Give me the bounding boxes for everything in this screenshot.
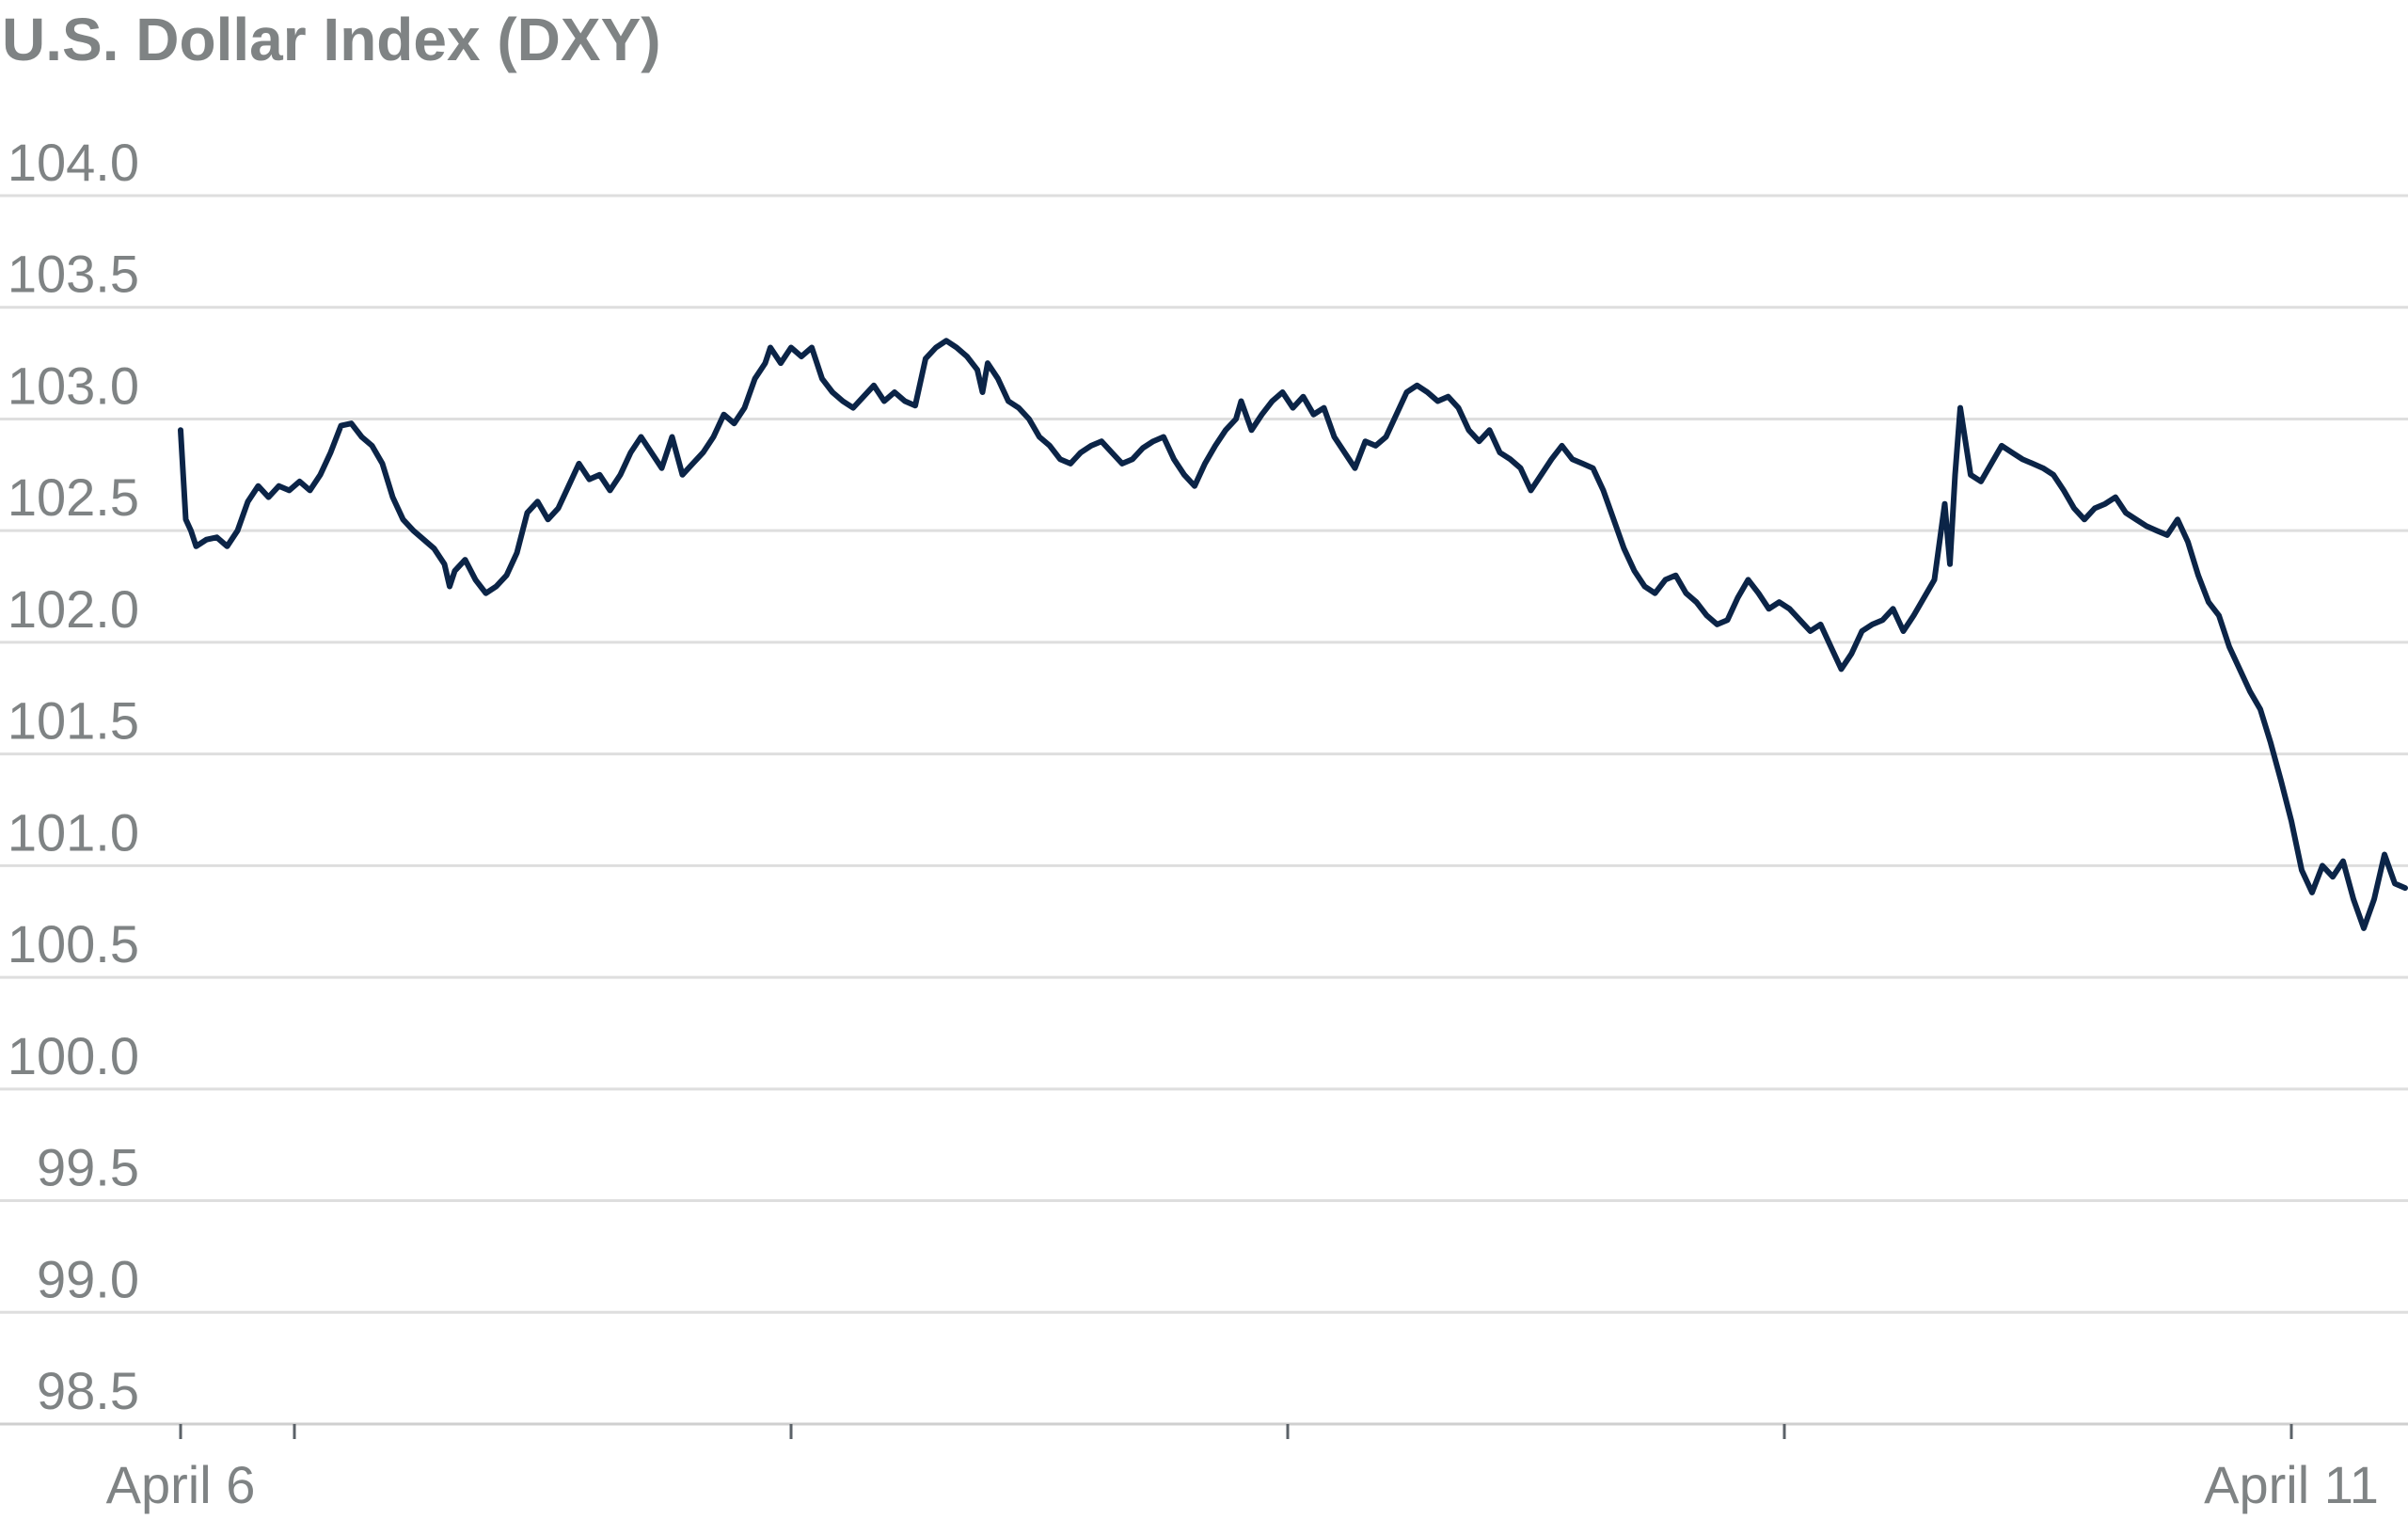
y-tick-label: 103.0: [8, 356, 139, 415]
y-tick-label: 104.0: [8, 133, 139, 192]
series-line: [178, 338, 2408, 931]
chart-title: U.S. Dollar Index (DXY): [2, 6, 661, 73]
y-tick-label: 101.0: [8, 802, 139, 862]
y-tick-label: 100.5: [8, 914, 139, 973]
y-tick-label: 103.5: [8, 245, 139, 304]
y-tick-label: 101.5: [8, 691, 139, 751]
grid-layer: [0, 194, 2408, 1426]
y-tick-label: 102.0: [8, 579, 139, 639]
y-tick-label: 100.0: [8, 1026, 139, 1085]
x-axis: April 6 April 11: [106, 1424, 2379, 1514]
x-tick-label: April 6: [106, 1455, 256, 1514]
y-tick-label: 99.5: [37, 1138, 139, 1197]
series-layer: [178, 338, 2408, 931]
y-tick-label: 98.5: [37, 1361, 139, 1420]
y-axis-tick-labels: 104.0 103.5 103.0 102.5 102.0 101.5 101.0 100.5…: [8, 133, 139, 1420]
x-tick-label: April 11: [2204, 1455, 2379, 1514]
y-tick-label: 99.0: [37, 1249, 139, 1308]
y-tick-label: 102.5: [8, 467, 139, 527]
